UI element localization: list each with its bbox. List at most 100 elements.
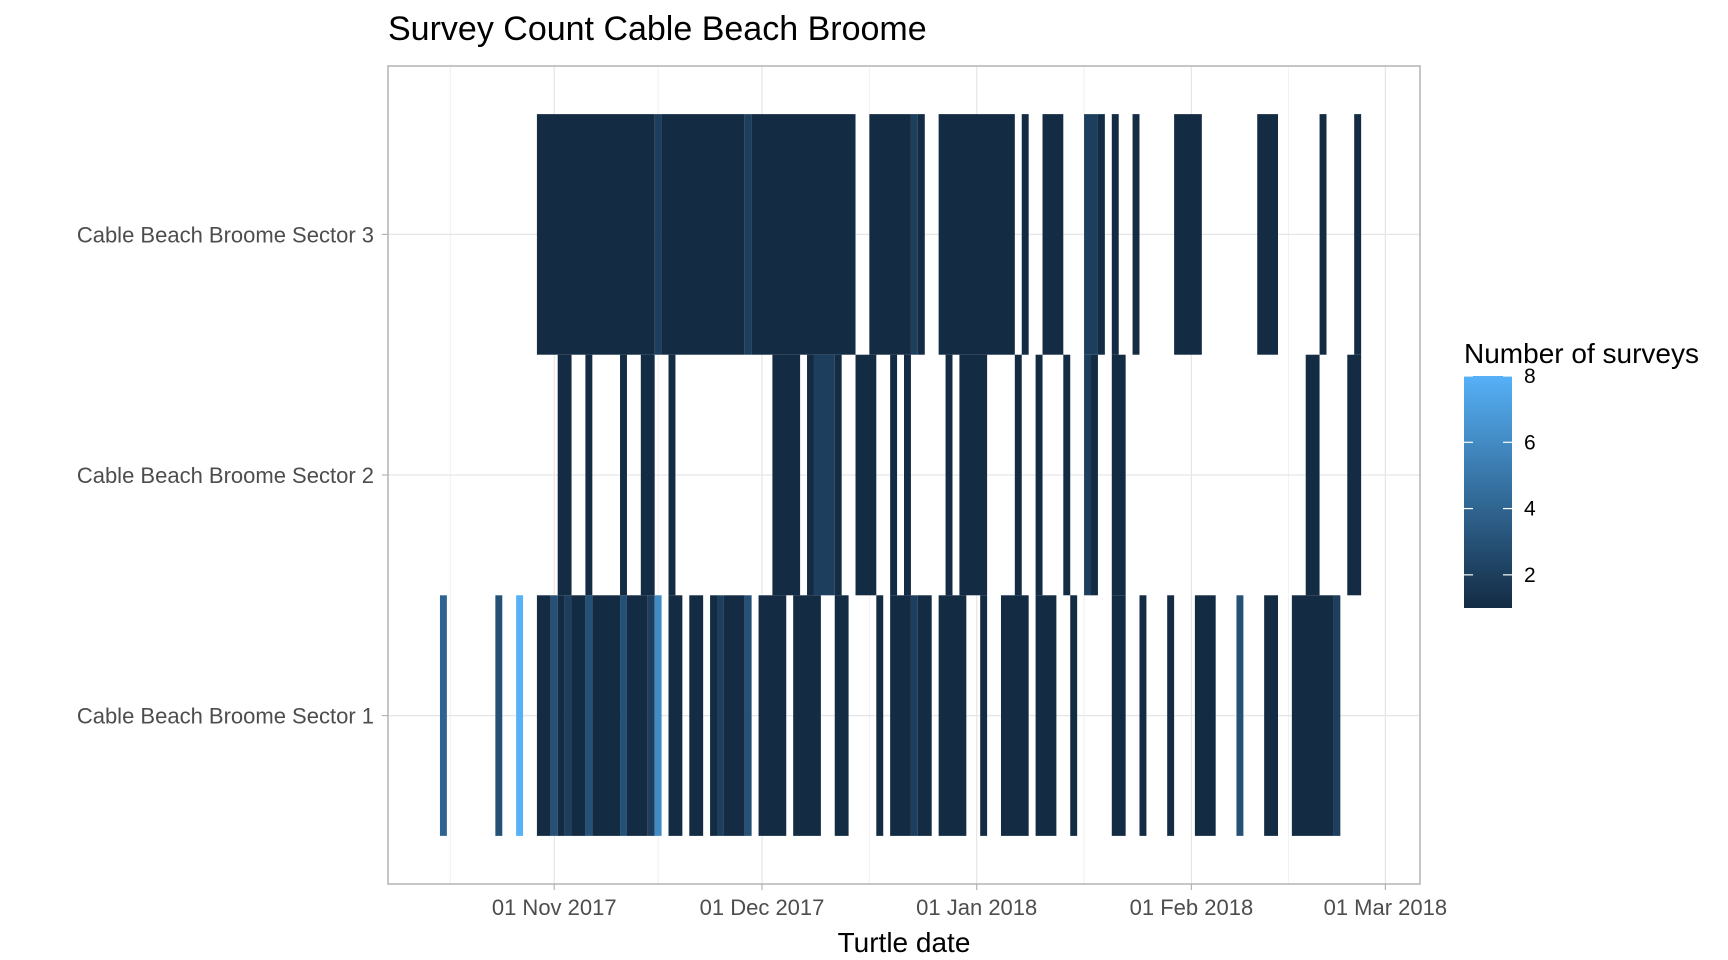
heatmap-cell	[758, 595, 787, 836]
heatmap-cell	[1132, 114, 1140, 355]
heatmap-cell	[536, 114, 655, 355]
heatmap-cell	[710, 595, 717, 836]
heatmap-cell	[1291, 595, 1334, 836]
heatmap-cell	[813, 354, 835, 596]
x-tick-label: 01 Jan 2018	[916, 895, 1037, 920]
heatmap-cell	[592, 595, 621, 836]
legend-tick-label: 8	[1524, 365, 1536, 388]
heatmap-cell	[1091, 354, 1098, 596]
heatmap-cell	[1014, 354, 1022, 596]
heatmap-cell	[1111, 114, 1119, 355]
heatmap-cell	[550, 595, 558, 836]
heatmap-cell	[557, 595, 565, 836]
heatmap-cell	[571, 595, 586, 836]
heatmap-cell	[917, 595, 932, 836]
heatmap-cell	[772, 354, 801, 596]
legend-tick-label: 2	[1524, 564, 1536, 587]
heatmap-cell	[668, 354, 676, 596]
heatmap-cell	[1021, 114, 1029, 355]
heatmap-cell	[1167, 595, 1175, 836]
heatmap-cell	[1264, 595, 1279, 836]
legend-tick-label: 4	[1524, 498, 1536, 521]
heatmap-cell	[620, 595, 627, 836]
heatmap-cell	[744, 114, 752, 355]
heatmap-cell	[938, 114, 1015, 355]
heatmap-cell	[980, 595, 988, 836]
heatmap-cell	[1042, 114, 1064, 355]
y-tick-label: Cable Beach Broome Sector 1	[77, 704, 374, 729]
heatmap-cell	[620, 354, 627, 596]
heatmap-cell	[945, 354, 953, 596]
heatmap-cell	[640, 354, 655, 596]
heatmap-cell	[626, 595, 648, 836]
heatmap-cell	[536, 595, 551, 836]
heatmap-cell	[647, 595, 655, 836]
heatmap-cell	[1354, 114, 1362, 355]
heatmap-cell	[439, 595, 447, 836]
heatmap-cell	[1035, 354, 1043, 596]
legend-colorbar	[1464, 376, 1512, 608]
chart-title: Survey Count Cable Beach Broome	[388, 10, 927, 48]
heatmap-cell	[869, 114, 911, 355]
heatmap-cell	[1084, 114, 1098, 355]
x-tick-label: 01 Mar 2018	[1324, 895, 1448, 920]
heatmap-cell	[1236, 595, 1244, 836]
heatmap-cell	[661, 114, 745, 355]
heatmap-cell	[585, 595, 593, 836]
heatmap-cell	[557, 354, 572, 596]
heatmap-cell	[1333, 595, 1341, 836]
legend-tick-label: 6	[1524, 431, 1536, 454]
heatmap-cell	[807, 354, 814, 596]
heatmap-cell	[793, 595, 821, 836]
heatmap-cell	[723, 595, 745, 836]
heatmap-cell	[910, 595, 918, 836]
heatmap-cell	[744, 595, 752, 836]
heatmap-cell	[516, 595, 524, 836]
heatmap-cell	[585, 354, 593, 596]
heatmap-cell	[1070, 595, 1078, 836]
heatmap-cell	[1035, 595, 1057, 836]
heatmap-cell	[1347, 354, 1362, 596]
heatmap-cell	[904, 354, 911, 596]
heatmap-cell	[1111, 354, 1126, 596]
heatmap-cell	[1097, 114, 1105, 355]
heatmap-cell	[495, 595, 503, 836]
heatmap-cell	[834, 595, 849, 836]
heatmap-cell	[959, 354, 988, 596]
heatmap-cell	[564, 595, 572, 836]
heatmap-cell	[1174, 114, 1202, 355]
heatmap-cell	[917, 114, 925, 355]
x-tick-label: 01 Dec 2017	[700, 895, 825, 920]
heatmap-cell	[834, 354, 842, 596]
heatmap-cell	[1000, 595, 1029, 836]
y-tick-label: Cable Beach Broome Sector 2	[77, 463, 374, 488]
heatmap-cell	[890, 354, 898, 596]
heatmap-cell	[938, 595, 967, 836]
heatmap-cell	[1063, 354, 1071, 596]
legend-title: Number of surveys	[1464, 338, 1699, 369]
heatmap-cell	[1194, 595, 1216, 836]
heatmap-cell	[1084, 354, 1092, 596]
heatmap-cell	[1305, 354, 1320, 596]
x-tick-label: 01 Feb 2018	[1130, 895, 1254, 920]
heatmap-cell	[1319, 114, 1327, 355]
heatmap-cell	[1111, 595, 1126, 836]
legend-ticks: 2 4 6 8	[1464, 365, 1536, 587]
heatmap-cell	[668, 595, 683, 836]
x-axis-label: Turtle date	[838, 927, 971, 958]
heatmap-cell	[876, 595, 884, 836]
heatmap-cell	[1257, 114, 1279, 355]
heatmap-cell	[689, 595, 704, 836]
heatmap-cell	[1139, 595, 1147, 836]
x-tick-label: 01 Nov 2017	[492, 895, 617, 920]
heatmap-cell	[751, 114, 856, 355]
y-tick-label: Cable Beach Broome Sector 3	[77, 222, 374, 247]
y-axis: Cable Beach Broome Sector 1 Cable Beach B…	[77, 222, 388, 729]
heatmap-cells	[439, 114, 1362, 836]
legend: Number of surveys 2 4 6 8	[1464, 338, 1699, 608]
heatmap-cell	[654, 114, 662, 355]
heatmap-cell	[910, 114, 918, 355]
heatmap-cell	[855, 354, 877, 596]
heatmap-cell	[654, 595, 662, 836]
